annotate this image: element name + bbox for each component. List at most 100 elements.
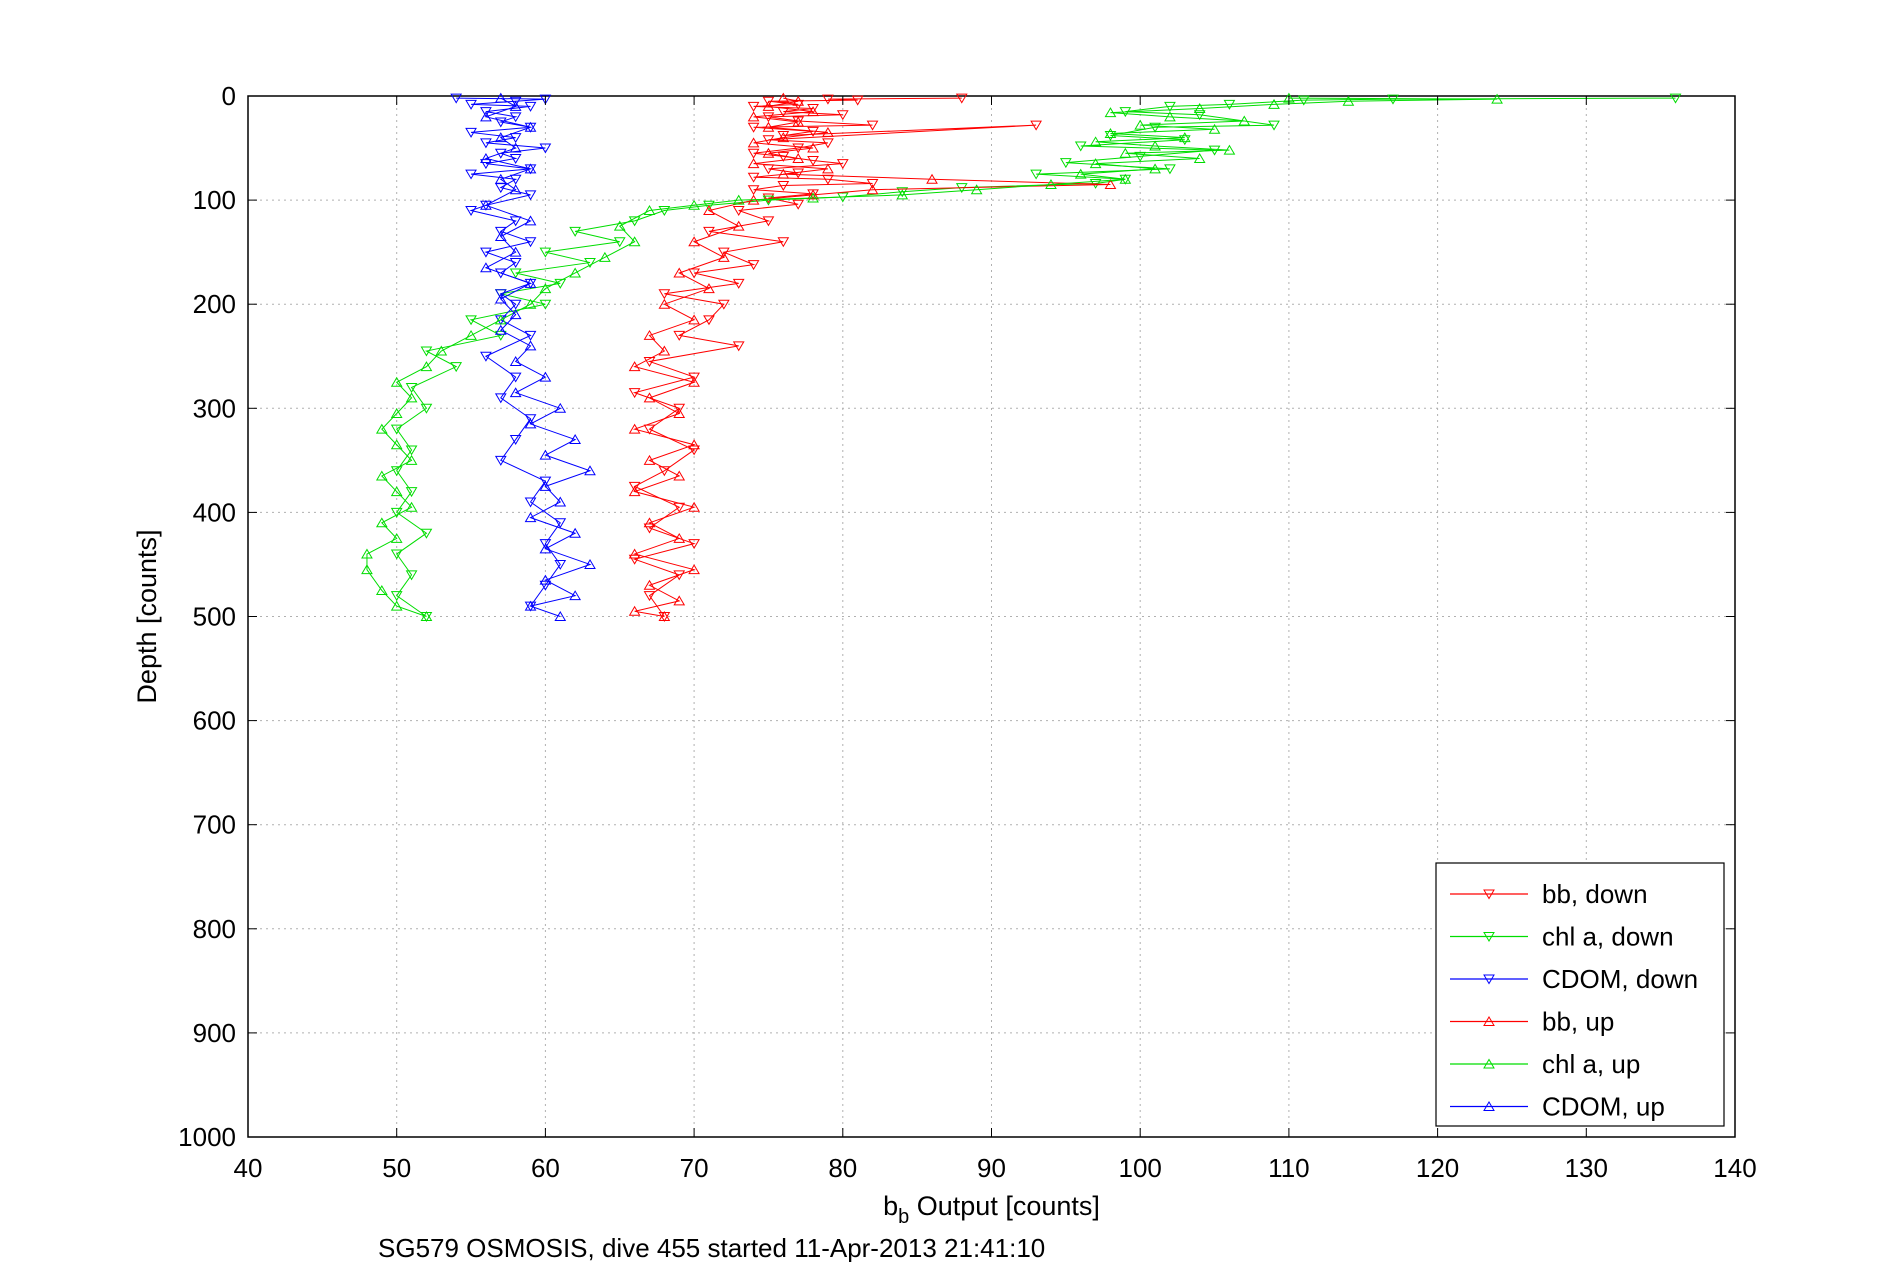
x-tick-label: 130: [1565, 1153, 1608, 1183]
data-point: [807, 189, 819, 200]
data-point: [628, 423, 641, 434]
data-point: [390, 466, 403, 477]
data-point: [494, 173, 507, 184]
data-point: [628, 388, 641, 399]
data-point: [524, 497, 537, 508]
data-point: [569, 267, 582, 278]
data-point: [494, 226, 507, 237]
data-point: [390, 439, 403, 450]
data-point: [539, 476, 552, 487]
data-point: [524, 298, 537, 309]
data-point: [703, 315, 715, 326]
y-tick-label: 0: [222, 81, 236, 111]
data-point: [1119, 147, 1132, 158]
data-point: [465, 206, 477, 216]
data-point: [955, 93, 968, 104]
data-point: [554, 611, 567, 621]
data-point: [643, 523, 656, 534]
data-point: [628, 605, 641, 616]
data-point: [390, 507, 403, 518]
data-point: [405, 501, 418, 512]
data-point: [777, 107, 790, 118]
data-point: [509, 216, 522, 227]
series-line: [395, 97, 1676, 617]
data-point: [1059, 158, 1072, 169]
data-point: [1104, 178, 1117, 189]
data-point: [792, 143, 805, 154]
y-tick-label: 300: [193, 393, 236, 423]
data-point: [480, 159, 492, 170]
data-point: [1074, 141, 1087, 152]
data-point: [628, 481, 641, 492]
data-point: [688, 439, 700, 450]
data-point: [777, 168, 790, 179]
data-point: [866, 178, 879, 189]
data-point: [435, 345, 448, 356]
data-point: [494, 148, 507, 159]
data-point: [1089, 158, 1102, 169]
legend-marker: [1483, 1101, 1495, 1111]
data-point: [539, 283, 552, 294]
legend: bb, down chl a, down CDOM, down bb, up chl a…: [1435, 862, 1725, 1127]
data-point: [643, 454, 656, 465]
data-point: [524, 340, 537, 351]
data-point: [747, 148, 760, 159]
data-point: [509, 299, 522, 310]
data-point: [1208, 123, 1221, 134]
data-point: [613, 237, 626, 248]
data-point: [584, 558, 596, 569]
data-point: [494, 268, 507, 279]
data-point: [539, 574, 552, 585]
y-tick-label: 400: [193, 497, 236, 527]
data-point: [777, 181, 790, 192]
data-point: [747, 158, 760, 169]
data-point: [792, 99, 805, 110]
data-point: [420, 346, 433, 357]
data-point: [688, 501, 700, 512]
data-point: [673, 570, 686, 581]
data-point: [643, 424, 656, 435]
data-point: [1193, 103, 1206, 113]
data-point: [569, 434, 582, 445]
data-point: [1193, 152, 1206, 163]
data-point: [539, 94, 552, 105]
data-point: [494, 314, 507, 325]
data-point: [673, 595, 686, 606]
data-point: [524, 163, 537, 174]
data-point: [361, 564, 373, 575]
y-tick-label: 200: [193, 289, 236, 319]
data-point: [405, 382, 418, 393]
data-point: [569, 527, 582, 538]
data-point: [480, 111, 492, 122]
data-point: [375, 470, 388, 481]
data-point: [390, 600, 403, 611]
data-point: [1268, 98, 1280, 109]
data-point: [390, 532, 403, 543]
data-point: [509, 355, 522, 366]
data-point: [569, 590, 582, 601]
axes-layer: 40 50 60 70 80 90 100 110 120 130 140 0 100 200 300 400…: [178, 81, 1757, 1183]
data-point: [747, 185, 760, 196]
data-point: [777, 132, 790, 143]
x-tick-label: 140: [1713, 1153, 1756, 1183]
data-point: [703, 200, 715, 211]
legend-entry: chl a, up: [1450, 1049, 1640, 1079]
data-point: [524, 512, 537, 523]
legend-entry: CDOM, up: [1450, 1092, 1665, 1122]
data-point: [658, 298, 671, 309]
data-point: [851, 95, 864, 106]
data-point: [524, 190, 537, 201]
y-tick-label: 900: [193, 1018, 236, 1048]
series-line: [632, 97, 1111, 617]
data-point: [732, 278, 745, 289]
data-point: [509, 387, 522, 398]
series-line: [456, 97, 561, 607]
data-point: [494, 289, 507, 300]
data-point: [509, 133, 522, 144]
data-point: [688, 376, 700, 387]
data-point: [1149, 140, 1161, 151]
data-point: [539, 371, 552, 382]
data-point: [822, 163, 834, 174]
data-point: [658, 345, 671, 356]
